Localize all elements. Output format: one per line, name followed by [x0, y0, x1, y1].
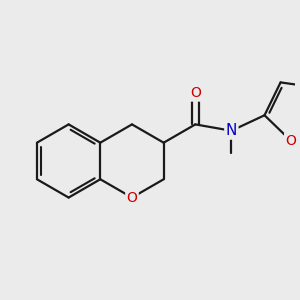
Text: O: O — [285, 134, 296, 148]
Text: O: O — [190, 86, 201, 100]
Text: N: N — [226, 123, 237, 138]
Text: O: O — [127, 190, 137, 205]
